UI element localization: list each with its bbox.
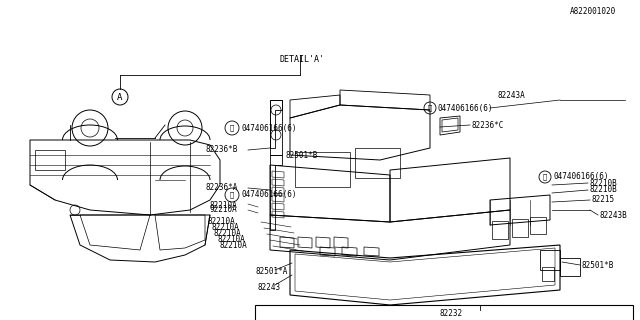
Text: 82236*B: 82236*B bbox=[205, 146, 237, 155]
Text: 92210A: 92210A bbox=[210, 205, 237, 214]
Text: 82243: 82243 bbox=[257, 283, 280, 292]
Text: 82210A: 82210A bbox=[208, 218, 236, 227]
Text: 82501*B: 82501*B bbox=[285, 150, 317, 159]
Bar bbox=[355, 148, 400, 178]
Text: Ⓢ: Ⓢ bbox=[543, 174, 547, 180]
Text: 82210A: 82210A bbox=[214, 229, 242, 238]
Text: 82236*C: 82236*C bbox=[472, 121, 504, 130]
Bar bbox=[255, 305, 633, 320]
Text: Ⓢ: Ⓢ bbox=[230, 125, 234, 131]
Text: 82215: 82215 bbox=[592, 196, 615, 204]
Bar bbox=[35, 150, 65, 170]
Text: 82210B: 82210B bbox=[590, 179, 618, 188]
Text: 047406166(6): 047406166(6) bbox=[438, 103, 493, 113]
Text: 82210A: 82210A bbox=[211, 223, 239, 233]
Text: 047406166(6): 047406166(6) bbox=[553, 172, 609, 181]
Text: 82232: 82232 bbox=[440, 308, 463, 317]
Bar bbox=[530, 217, 546, 234]
Text: 82210A: 82210A bbox=[217, 236, 244, 244]
Bar bbox=[542, 267, 554, 281]
Text: DETAIL'A': DETAIL'A' bbox=[280, 55, 324, 65]
Text: 82210B: 82210B bbox=[590, 186, 618, 195]
Text: 82501*B: 82501*B bbox=[582, 260, 614, 269]
Text: 047406166(6): 047406166(6) bbox=[241, 190, 296, 199]
Text: 82210A: 82210A bbox=[210, 201, 237, 210]
Text: 82243B: 82243B bbox=[600, 211, 628, 220]
Text: Ⓢ: Ⓢ bbox=[428, 105, 432, 111]
Text: Ⓢ: Ⓢ bbox=[230, 192, 234, 198]
Bar bbox=[492, 221, 508, 239]
Bar bbox=[295, 152, 350, 187]
Text: A: A bbox=[117, 92, 123, 101]
Bar bbox=[560, 258, 580, 276]
Text: 82210A: 82210A bbox=[220, 242, 248, 251]
Text: 82501*A: 82501*A bbox=[255, 268, 287, 276]
Text: A822001020: A822001020 bbox=[570, 7, 616, 17]
Text: 047406166(6): 047406166(6) bbox=[241, 124, 296, 132]
Text: 82236*A: 82236*A bbox=[205, 183, 237, 193]
Text: 82243A: 82243A bbox=[497, 91, 525, 100]
Bar bbox=[512, 219, 528, 237]
